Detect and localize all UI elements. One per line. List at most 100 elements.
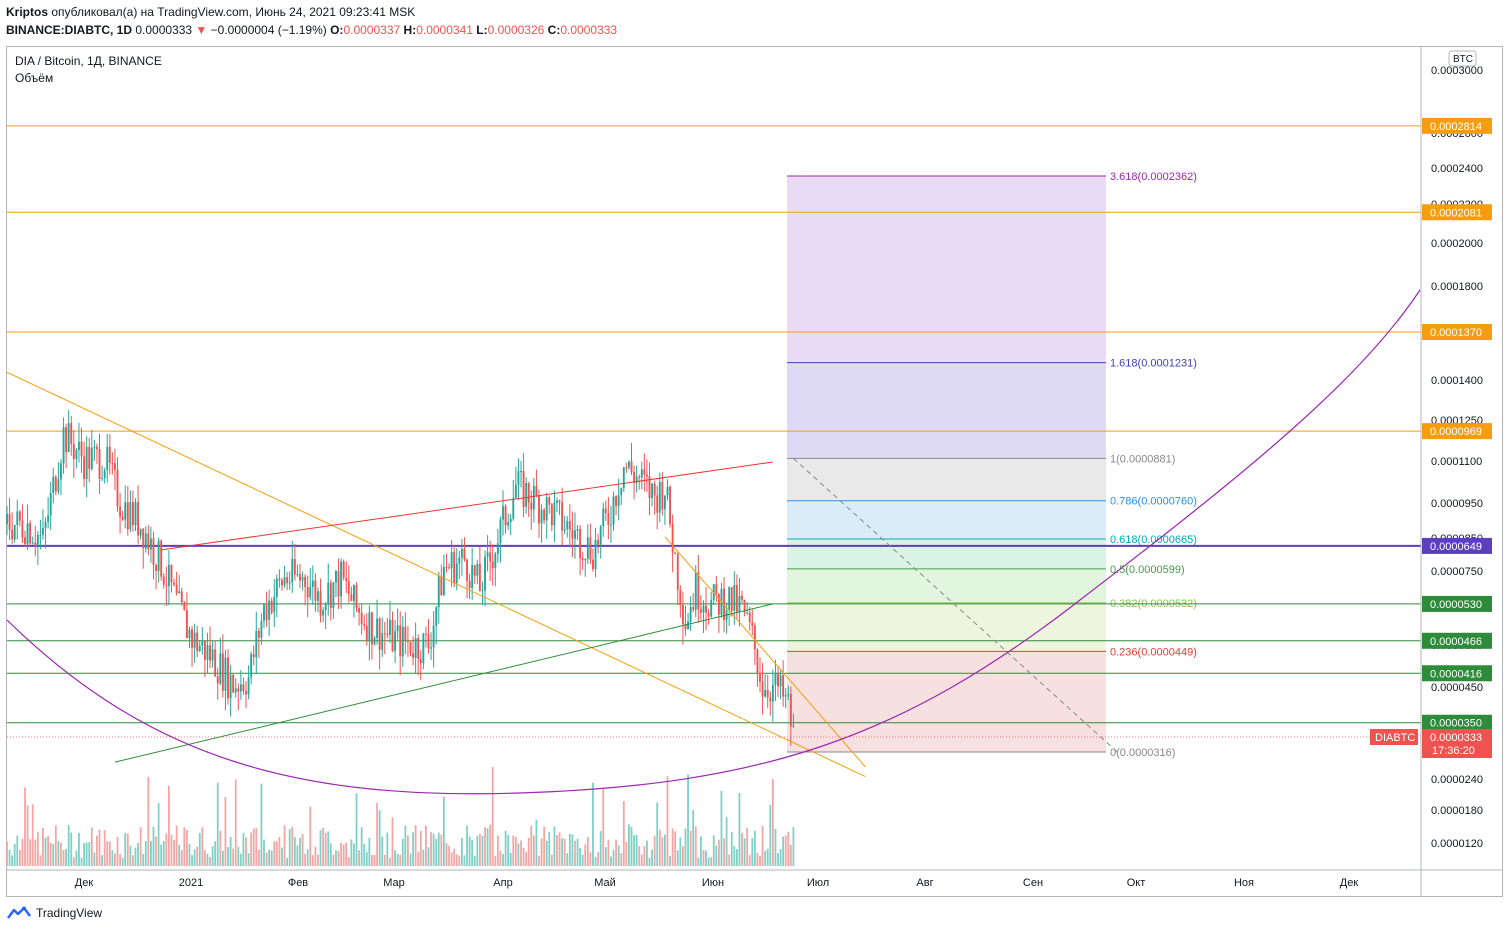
tradingview-brand[interactable]: TradingView [6,906,102,920]
volume-bar [383,854,386,866]
volume-bar [525,851,528,866]
price-level-badge[interactable] [1422,714,1492,731]
volume-bar [309,806,312,866]
candle-body [463,548,466,560]
candle-body [88,446,91,470]
volume-bar [412,832,414,866]
volume-bar [54,825,57,866]
candle-body [137,502,140,536]
volume-bar [165,833,168,866]
down-arrow-icon: ▼ [195,23,208,37]
candle-body [540,509,543,524]
candle-body [586,537,589,559]
volume-bar [553,826,556,866]
price-level-badge[interactable] [1422,537,1492,554]
volume-bar [214,841,217,866]
candle-body [406,640,409,642]
candle-body [368,612,371,642]
candle-body [522,470,525,507]
candle-body [286,577,289,584]
y-tick-label: 0.0000120 [1431,838,1483,850]
last-price-badge[interactable] [1422,729,1492,758]
currency-badge[interactable] [1448,50,1477,67]
price-level-badge[interactable] [1422,204,1492,221]
candle-body [116,469,119,507]
candle-body [167,564,170,587]
volume-bar [453,848,456,866]
candle-body [21,520,24,538]
price-level-badge-label: 0.0001370 [1430,327,1482,339]
volume-bar [265,852,268,866]
trendline-fib-projection[interactable] [793,458,1118,753]
candle-body [550,504,553,526]
trendline-orange-descending[interactable] [6,371,866,778]
candle-body [558,500,561,503]
volume-bar [283,825,286,866]
trendline-green-ascending[interactable] [114,603,773,763]
volume-bar [260,783,263,866]
candle-body [651,483,654,499]
symbol-label: BINANCE:DIABTC, 1D [6,23,132,37]
candle-body [342,561,345,578]
x-tick-label: Ноя [1234,877,1254,889]
volume-bar [669,855,671,866]
candle-body [383,633,386,635]
candle-body [599,526,602,545]
volume-bar [394,850,396,866]
price-level-badge[interactable] [1422,323,1492,340]
candle-body [548,497,551,505]
candle-body [83,456,86,479]
volume-bar [391,817,394,866]
volume-bar [34,839,37,866]
volume-bar [779,849,782,866]
volume-bar [60,842,62,866]
price-level-badge[interactable] [1422,632,1492,649]
volume-bar [466,825,468,866]
parabolic-arc[interactable] [6,289,1421,795]
price-level-badge[interactable] [1422,423,1492,440]
volume-bar [458,855,461,866]
candle-body [514,484,517,499]
volume-bar [679,837,682,866]
volume-bar [85,842,88,866]
volume-bar [622,801,625,866]
price-level-badge[interactable] [1422,117,1492,134]
trendline-red-ascending[interactable] [161,461,773,551]
volume-bar [203,850,206,866]
volume-bar [733,846,736,866]
candle-body [782,675,785,697]
price-level-badge[interactable] [1422,665,1492,682]
candle-body [198,645,201,651]
volume-bar [78,832,80,866]
y-tick-label: 0.0001800 [1431,281,1483,293]
candle-body [386,634,389,636]
volume-bar [738,793,741,866]
volume-bar [378,810,381,866]
volume-bar [114,853,116,866]
candle-body [699,609,702,613]
volume-bar [365,852,368,866]
symbol-badge[interactable] [1370,729,1418,745]
volume-bar [389,857,391,866]
volume-bar [543,826,546,866]
volume-bar [101,855,103,866]
volume-bar [712,835,715,866]
price-level-badge[interactable] [1422,595,1492,612]
candle-body [784,695,787,697]
volume-bar [432,834,435,866]
volume-bar [584,844,587,866]
volume-bar [183,827,186,866]
candle-body [360,612,363,625]
candle-body [766,690,769,698]
candle-body [789,693,792,727]
author-name[interactable]: Kriptos [6,5,48,19]
volume-bar [792,827,795,866]
candle-body [224,657,227,691]
trendline-orange-short[interactable] [664,536,866,768]
volume-bar [661,837,664,866]
volume-bar [96,835,98,866]
volume-bar [404,825,407,866]
candle-body [743,599,746,613]
volume-bar [489,824,492,866]
